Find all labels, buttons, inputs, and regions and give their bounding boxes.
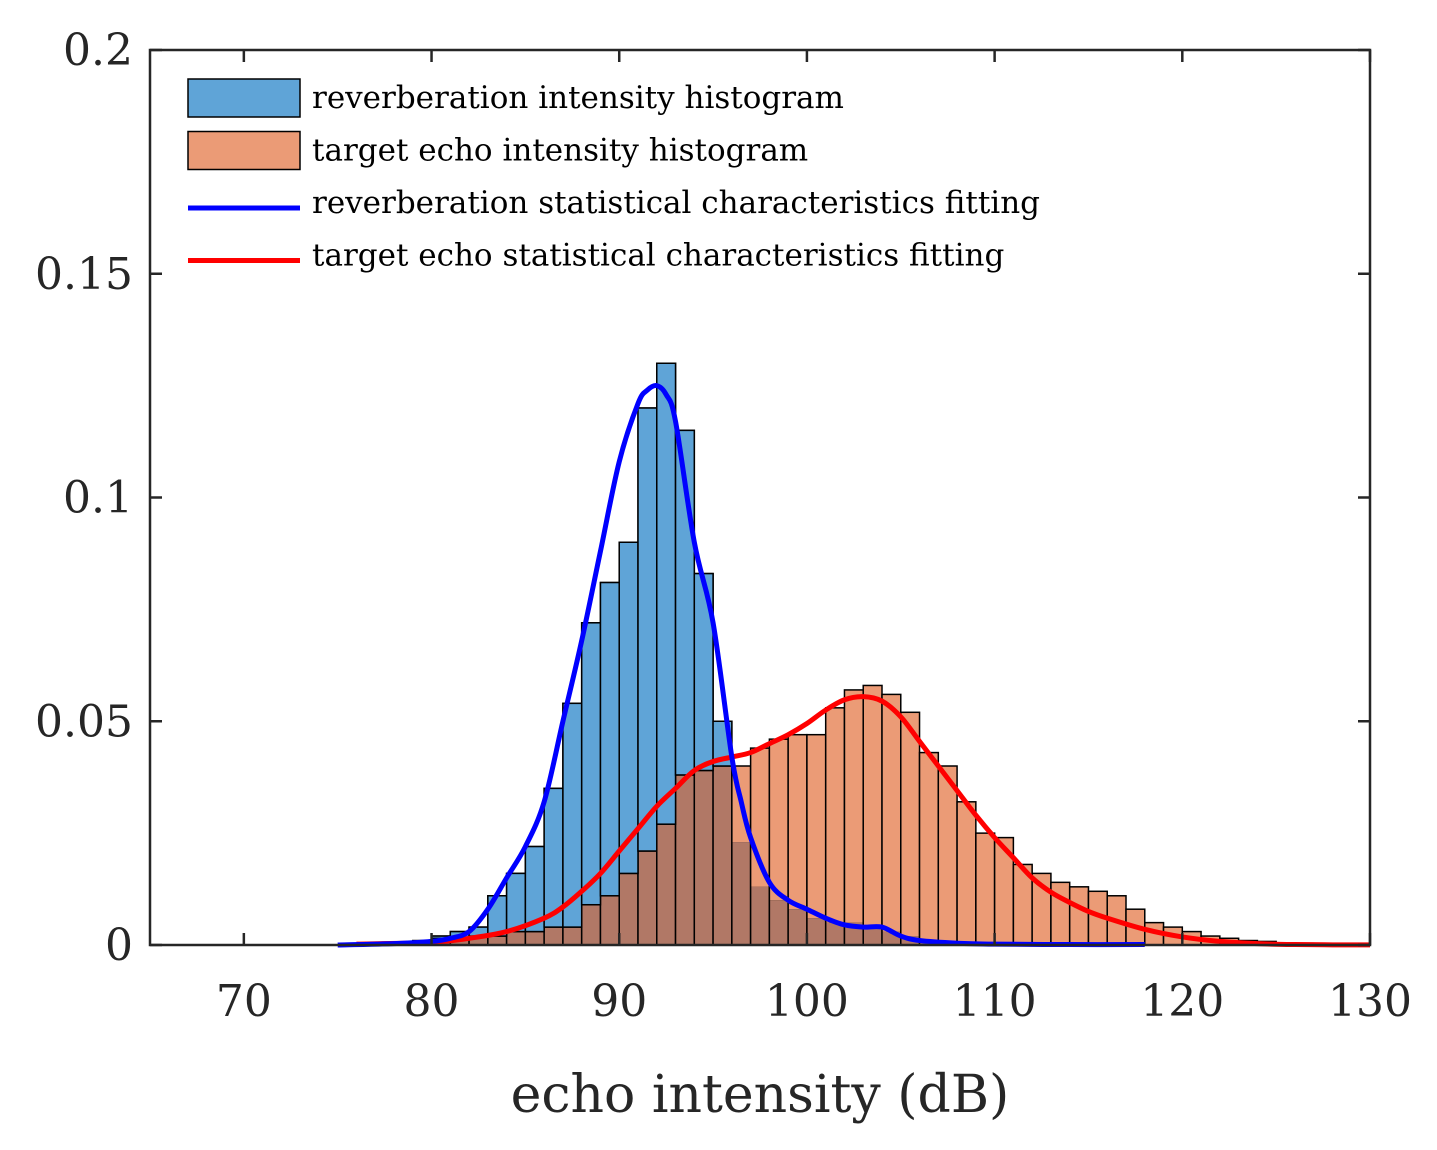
y-tick-label: 0.1 — [63, 473, 133, 524]
y-tick-label: 0.15 — [35, 249, 133, 300]
overlap-bar — [806, 918, 826, 945]
overlap-bar — [562, 927, 582, 945]
overlap-bar — [506, 931, 526, 945]
target-bar — [1069, 886, 1089, 945]
reverb-bar-top — [637, 407, 658, 852]
target-fit-line — [356, 694, 1371, 948]
x-tick-label: 130 — [1328, 976, 1412, 1027]
target-bar — [844, 689, 864, 923]
legend-label: reverberation intensity histogram — [312, 80, 844, 116]
y-tick-label: 0.2 — [63, 25, 133, 76]
overlap-bar — [581, 904, 601, 945]
reverb-fit-line — [337, 382, 1145, 948]
overlap-bar — [619, 873, 638, 945]
plot-area — [337, 362, 1371, 948]
target-bar — [788, 734, 807, 910]
x-tick-label: 70 — [216, 976, 272, 1027]
target-bar — [769, 739, 789, 901]
reverb-bar-top — [656, 362, 677, 825]
x-tick-label: 110 — [953, 976, 1037, 1027]
overlap-bar — [469, 936, 488, 945]
reverb-bar-top — [505, 872, 527, 933]
overlap-bar — [825, 922, 845, 945]
overlap-bar — [863, 927, 882, 945]
axes: 70 80 90 100 110 120 130 0 0.05 0.1 0.15 0.2 — [35, 25, 1412, 1027]
overlap-bar — [656, 824, 676, 945]
target-bar — [994, 837, 1014, 945]
target-bar — [975, 833, 995, 945]
target-bar — [806, 734, 826, 919]
x-tick-label: 90 — [591, 976, 647, 1027]
target-bar — [919, 752, 939, 941]
overlap-bar — [544, 927, 563, 945]
y-tick-label: 0.05 — [35, 696, 133, 747]
overlap-bar — [713, 766, 732, 945]
target-bar — [957, 801, 976, 945]
overlap-bar — [638, 851, 657, 945]
overlap-bar — [731, 842, 751, 945]
overlap-bar — [694, 770, 714, 945]
legend: reverberation intensity histogram target … — [187, 78, 1040, 274]
overlap-bar — [600, 895, 620, 945]
x-axis-label: echo intensity (dB) — [511, 1065, 1010, 1125]
reverb-bar-top — [580, 622, 602, 906]
x-tick-label: 80 — [404, 976, 460, 1027]
target-bar — [825, 707, 845, 923]
legend-swatch — [187, 130, 301, 171]
legend-label: target echo statistical characteristics … — [312, 238, 1004, 274]
reverb-bar-top — [599, 581, 620, 897]
overlap-bar — [675, 774, 695, 945]
target-bar — [938, 766, 958, 945]
overlap-bar — [769, 900, 789, 945]
reverb-bar-top — [618, 541, 639, 875]
target-bar — [863, 685, 882, 928]
overlap-bar — [525, 931, 545, 945]
y-tick-label: 0 — [105, 920, 133, 971]
x-tick-label: 100 — [765, 976, 849, 1027]
target-bar — [882, 694, 901, 932]
legend-label: target echo intensity histogram — [312, 133, 808, 169]
overlap-bar — [788, 909, 807, 945]
overlap-bar — [750, 886, 770, 945]
target-bar — [900, 712, 920, 937]
overlap-bar — [487, 936, 507, 945]
legend-swatch — [187, 78, 301, 118]
x-tick-label: 120 — [1140, 976, 1224, 1027]
legend-label: reverberation statistical characteristic… — [312, 185, 1040, 221]
target-bar — [1088, 891, 1108, 945]
target-bar — [1013, 864, 1033, 945]
